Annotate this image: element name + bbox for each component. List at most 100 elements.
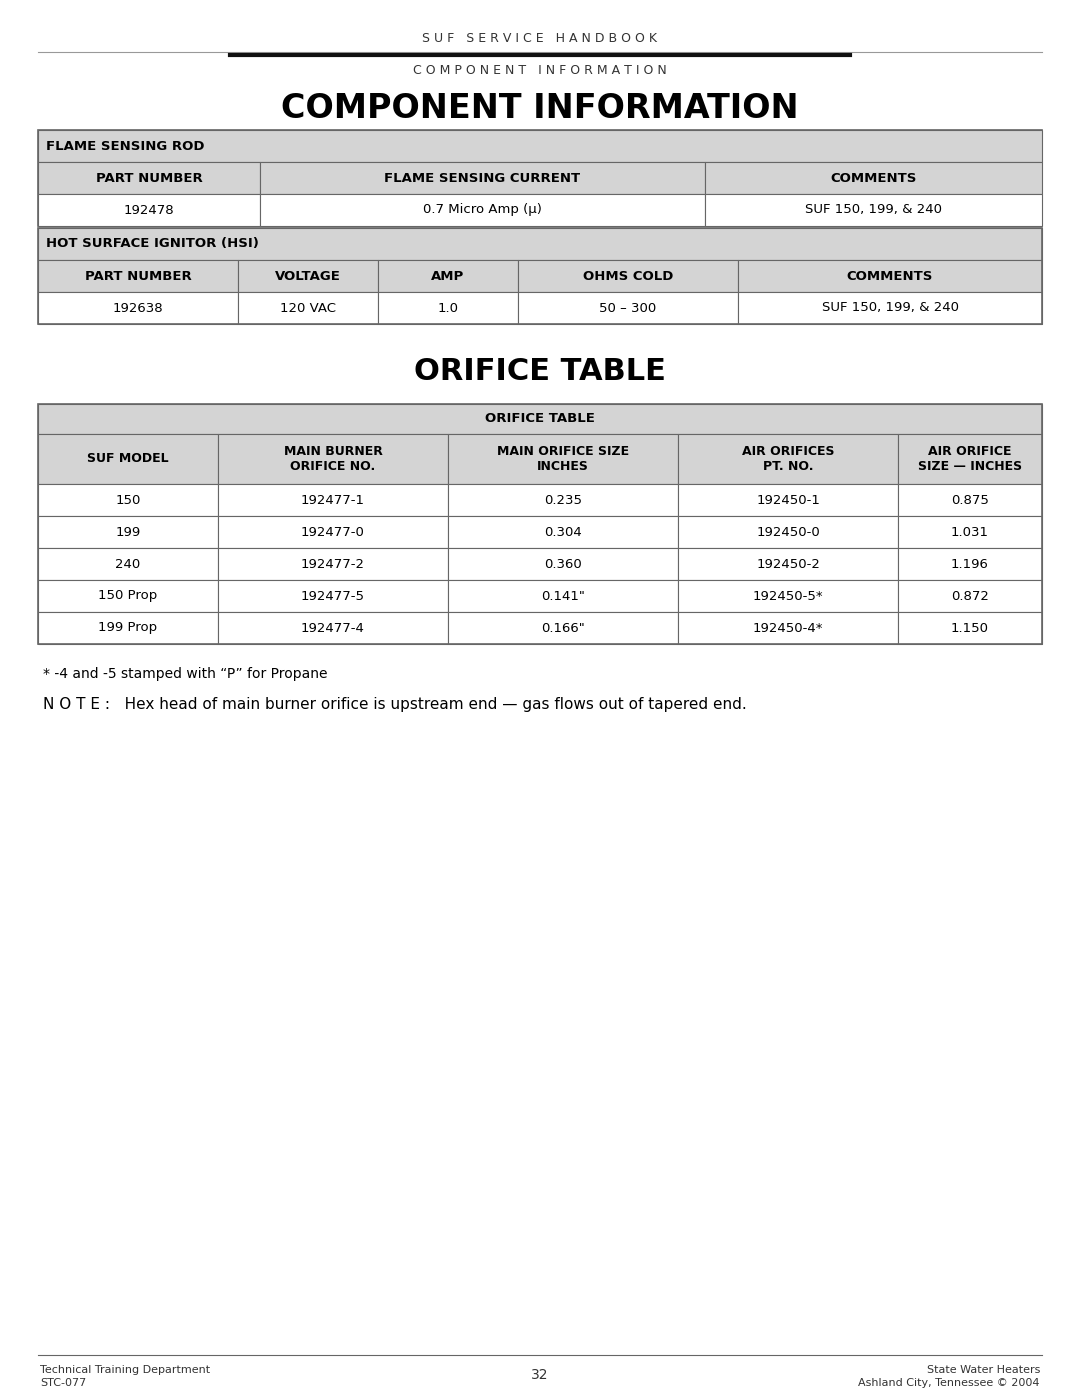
Bar [38, 260, 238, 292]
Text: N O T E :   Hex head of main burner orifice is upstream end — gas flows out of t: N O T E : Hex head of main burner orific… [43, 697, 746, 711]
Bar [38, 228, 1042, 324]
Bar [38, 130, 1042, 162]
Bar [238, 260, 378, 292]
Bar [897, 434, 1042, 483]
Text: 1.0: 1.0 [437, 302, 459, 314]
Bar [38, 404, 1042, 434]
Bar [38, 228, 1042, 260]
Bar [448, 580, 678, 612]
Text: 192477-0: 192477-0 [301, 525, 365, 538]
Text: 192478: 192478 [124, 204, 174, 217]
Bar [218, 483, 448, 515]
Bar [218, 548, 448, 580]
Text: 192477-2: 192477-2 [301, 557, 365, 570]
Bar [38, 548, 218, 580]
Text: C O M P O N E N T   I N F O R M A T I O N: C O M P O N E N T I N F O R M A T I O N [414, 63, 666, 77]
Text: SUF 150, 199, & 240: SUF 150, 199, & 240 [805, 204, 942, 217]
Bar [518, 292, 738, 324]
Bar [38, 162, 260, 194]
Bar [678, 434, 897, 483]
Text: SUF 150, 199, & 240: SUF 150, 199, & 240 [822, 302, 959, 314]
Text: 192477-4: 192477-4 [301, 622, 365, 634]
Text: COMMENTS: COMMENTS [847, 270, 933, 282]
Bar [260, 162, 705, 194]
Text: Technical Training Department: Technical Training Department [40, 1365, 211, 1375]
Text: COMMENTS: COMMENTS [831, 172, 917, 184]
Bar [678, 612, 897, 644]
Text: ORIFICE TABLE: ORIFICE TABLE [414, 358, 666, 387]
Bar [678, 580, 897, 612]
Text: * -4 and -5 stamped with “P” for Propane: * -4 and -5 stamped with “P” for Propane [43, 666, 327, 680]
Text: 192450-1: 192450-1 [756, 493, 820, 507]
Text: 120 VAC: 120 VAC [280, 302, 336, 314]
Bar [378, 260, 518, 292]
Bar [705, 194, 1042, 226]
Text: 240: 240 [116, 557, 140, 570]
Text: FLAME SENSING CURRENT: FLAME SENSING CURRENT [384, 172, 581, 184]
Text: 0.875: 0.875 [951, 493, 989, 507]
Text: AMP: AMP [431, 270, 464, 282]
Text: 32: 32 [531, 1368, 549, 1382]
Text: FLAME SENSING ROD: FLAME SENSING ROD [46, 140, 204, 152]
Text: AIR ORIFICE
SIZE — INCHES: AIR ORIFICE SIZE — INCHES [918, 446, 1022, 474]
Bar [448, 548, 678, 580]
Text: 192450-4*: 192450-4* [753, 622, 823, 634]
Bar [518, 260, 738, 292]
Bar [738, 260, 1042, 292]
Text: 192450-2: 192450-2 [756, 557, 820, 570]
Text: VOLTAGE: VOLTAGE [275, 270, 341, 282]
Bar [897, 580, 1042, 612]
Bar [678, 515, 897, 548]
Text: 1.196: 1.196 [951, 557, 989, 570]
Bar [378, 292, 518, 324]
Bar [38, 130, 1042, 226]
Text: 1.031: 1.031 [951, 525, 989, 538]
Text: 150: 150 [116, 493, 140, 507]
Bar [448, 612, 678, 644]
Text: 0.7 Micro Amp (μ): 0.7 Micro Amp (μ) [423, 204, 542, 217]
Text: HOT SURFACE IGNITOR (HSI): HOT SURFACE IGNITOR (HSI) [46, 237, 259, 250]
Bar [38, 434, 218, 483]
Bar [38, 612, 218, 644]
Bar [38, 404, 1042, 644]
Text: 0.304: 0.304 [544, 525, 582, 538]
Bar [38, 580, 218, 612]
Text: Ashland City, Tennessee © 2004: Ashland City, Tennessee © 2004 [859, 1377, 1040, 1389]
Text: ORIFICE TABLE: ORIFICE TABLE [485, 412, 595, 426]
Text: 1.150: 1.150 [951, 622, 989, 634]
Text: 192477-1: 192477-1 [301, 493, 365, 507]
Bar [218, 580, 448, 612]
Bar [897, 548, 1042, 580]
Text: 0.235: 0.235 [544, 493, 582, 507]
Text: 0.872: 0.872 [951, 590, 989, 602]
Bar [448, 483, 678, 515]
Text: 192477-5: 192477-5 [301, 590, 365, 602]
Bar [218, 515, 448, 548]
Text: OHMS COLD: OHMS COLD [583, 270, 673, 282]
Text: MAIN ORIFICE SIZE
INCHES: MAIN ORIFICE SIZE INCHES [497, 446, 629, 474]
Text: 0.141": 0.141" [541, 590, 585, 602]
Bar [705, 162, 1042, 194]
Text: 0.360: 0.360 [544, 557, 582, 570]
Text: S U F   S E R V I C E   H A N D B O O K: S U F S E R V I C E H A N D B O O K [422, 32, 658, 45]
Text: STC-077: STC-077 [40, 1377, 86, 1389]
Bar [678, 548, 897, 580]
Bar [260, 194, 705, 226]
Bar [38, 483, 218, 515]
Text: State Water Heaters: State Water Heaters [927, 1365, 1040, 1375]
Text: COMPONENT INFORMATION: COMPONENT INFORMATION [281, 91, 799, 124]
Text: 199: 199 [116, 525, 140, 538]
Text: PART NUMBER: PART NUMBER [96, 172, 202, 184]
Bar [897, 483, 1042, 515]
Bar [678, 483, 897, 515]
Bar [448, 515, 678, 548]
Text: MAIN BURNER
ORIFICE NO.: MAIN BURNER ORIFICE NO. [284, 446, 382, 474]
Bar [897, 515, 1042, 548]
Bar [218, 612, 448, 644]
Text: 150 Prop: 150 Prop [98, 590, 158, 602]
Text: AIR ORIFICES
PT. NO.: AIR ORIFICES PT. NO. [742, 446, 834, 474]
Text: 199 Prop: 199 Prop [98, 622, 158, 634]
Bar [218, 434, 448, 483]
Text: 0.166": 0.166" [541, 622, 585, 634]
Text: 192450-0: 192450-0 [756, 525, 820, 538]
